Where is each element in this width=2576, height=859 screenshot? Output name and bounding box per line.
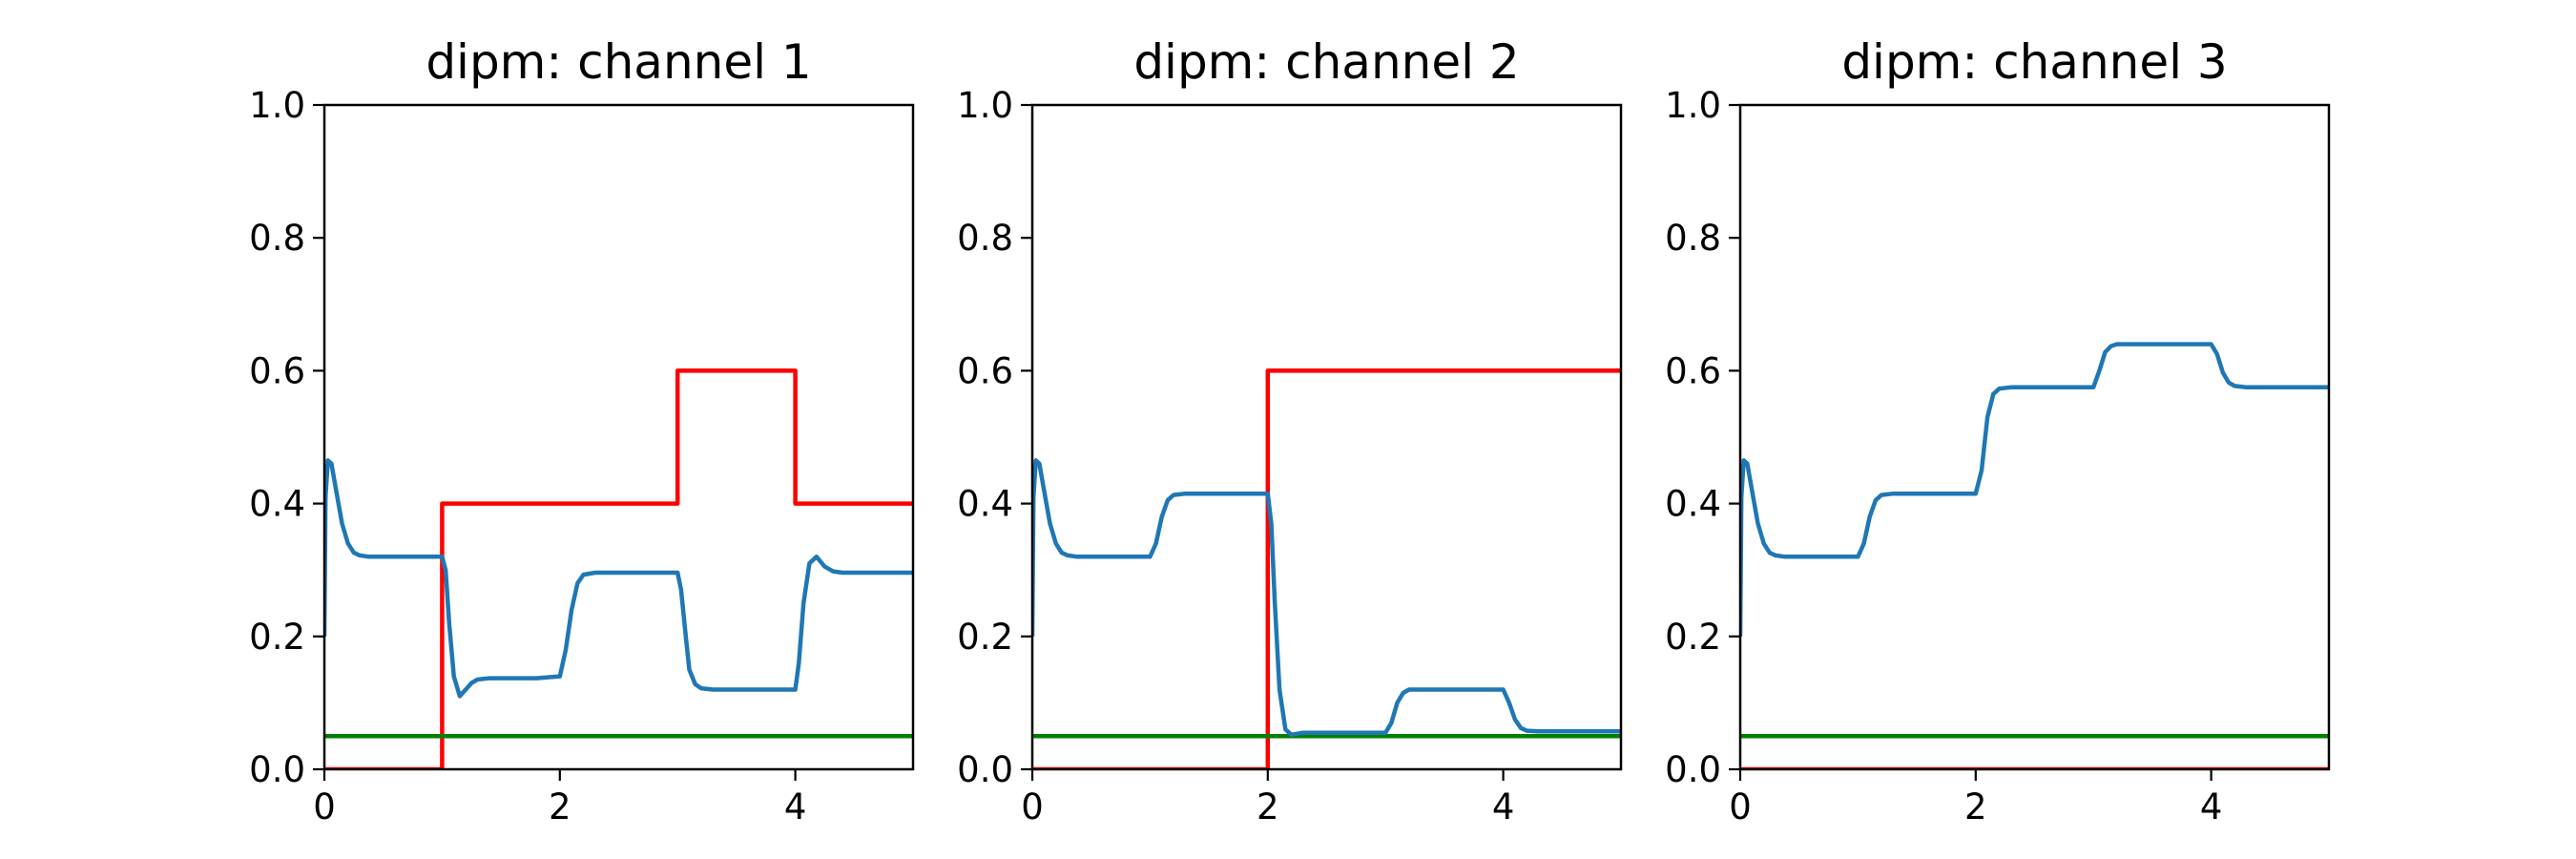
y-tick-label: 0.6 <box>1665 350 1721 391</box>
y-tick-label: 0.4 <box>1665 484 1721 525</box>
y-tick-label: 0.2 <box>249 617 305 658</box>
series-line-blue <box>1740 342 2329 637</box>
chart-title: dipm: channel 3 <box>1841 34 2227 90</box>
x-tick-label: 4 <box>1492 786 1515 828</box>
y-tick-label: 0.6 <box>249 350 305 391</box>
series-line-blue <box>324 458 913 699</box>
subplot-channel-1: dipm: channel 1 0.0 0.2 0.4 0.6 0.8 1.0 0 2 4 <box>249 34 915 828</box>
series-line-blue <box>1032 458 1621 738</box>
series-line-red <box>324 368 913 769</box>
chart-title: dipm: channel 2 <box>1133 34 1519 90</box>
x-tick-label: 0 <box>1729 786 1752 828</box>
y-tick-label: 0.2 <box>1665 617 1721 658</box>
x-tick-label: 4 <box>2200 786 2223 828</box>
series-line-red <box>1032 368 1621 769</box>
x-tick-label: 2 <box>1257 786 1279 828</box>
y-tick-label: 0.8 <box>249 218 305 259</box>
x-tick-label: 0 <box>1021 786 1044 828</box>
y-tick-label: 0.6 <box>957 350 1013 391</box>
y-tick-label: 1.0 <box>1665 85 1721 126</box>
subplot-channel-3: dipm: channel 3 0.0 0.2 0.4 0.6 0.8 1.0 0 2 4 <box>1665 34 2331 828</box>
y-tick-label: 0.4 <box>249 484 305 525</box>
subplot-channel-2: dipm: channel 2 0.0 0.2 0.4 0.6 0.8 1.0 0 2 4 <box>957 34 1623 828</box>
y-tick-label: 0.0 <box>249 749 305 790</box>
y-tick-label: 0.0 <box>957 749 1013 790</box>
y-tick-label: 0.4 <box>957 484 1013 525</box>
x-tick-label: 0 <box>313 786 336 828</box>
y-tick-label: 1.0 <box>957 85 1013 126</box>
y-tick-label: 0.0 <box>1665 749 1721 790</box>
y-tick-label: 0.8 <box>1665 218 1721 259</box>
x-tick-label: 2 <box>549 786 571 828</box>
y-tick-label: 0.2 <box>957 617 1013 658</box>
y-tick-label: 1.0 <box>249 85 305 126</box>
x-tick-label: 2 <box>1964 786 1987 828</box>
plot-frame <box>322 103 915 771</box>
plot-frame <box>1738 103 2331 771</box>
plot-frame <box>1030 103 1623 771</box>
y-tick-label: 0.8 <box>957 218 1013 259</box>
chart-title: dipm: channel 1 <box>426 34 811 90</box>
x-tick-label: 4 <box>784 786 807 828</box>
